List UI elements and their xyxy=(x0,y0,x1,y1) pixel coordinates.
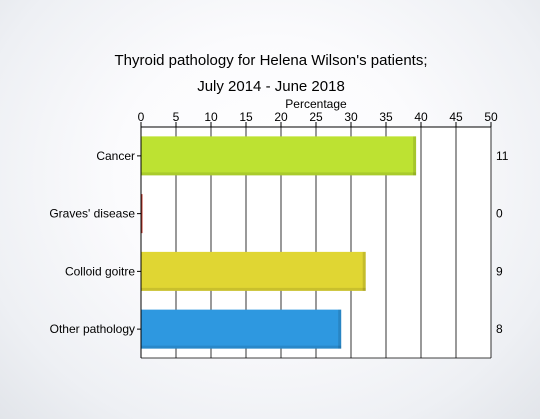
bar xyxy=(141,309,342,349)
x-tick-label: 0 xyxy=(138,110,145,124)
bar-shade-bottom xyxy=(141,287,366,291)
bar xyxy=(141,194,143,234)
x-tick-label: 15 xyxy=(239,110,253,124)
category-label: Cancer xyxy=(96,149,135,163)
category-label: Other pathology xyxy=(50,322,135,336)
x-tick-label: 10 xyxy=(204,110,218,124)
count-label: 9 xyxy=(496,264,503,278)
chart-title-line-2: July 2014 - June 2018 xyxy=(197,78,345,95)
x-axis-title: Percentage xyxy=(285,97,347,111)
x-tick-label: 25 xyxy=(309,110,323,124)
count-label: 0 xyxy=(496,207,503,221)
bar-shade xyxy=(338,309,342,349)
bar-shade xyxy=(362,251,366,291)
bar xyxy=(141,136,417,176)
category-label: Graves' disease xyxy=(49,207,135,221)
category-label: Colloid goitre xyxy=(65,264,135,278)
bar xyxy=(141,251,366,291)
bars xyxy=(141,136,417,349)
x-tick-label: 40 xyxy=(414,110,428,124)
x-tick-label: 50 xyxy=(484,110,498,124)
axes xyxy=(137,122,492,359)
bar-shade-bottom xyxy=(141,345,342,349)
bar-shade xyxy=(413,136,417,176)
labels: 0 5 10 15 20 25 30 35 40 45 50 Cancer 11 Graves' dise… xyxy=(49,110,508,336)
x-tick-label: 45 xyxy=(449,110,463,124)
chart-title-line-1: Thyroid pathology for Helena Wilson's pa… xyxy=(114,52,427,69)
count-label: 8 xyxy=(496,322,503,336)
x-tick-label: 30 xyxy=(344,110,358,124)
x-tick-label: 20 xyxy=(274,110,288,124)
x-tick-label: 35 xyxy=(379,110,393,124)
bar-shade-bottom xyxy=(141,172,417,176)
x-tick-label: 5 xyxy=(173,110,180,124)
count-label: 11 xyxy=(496,149,509,163)
